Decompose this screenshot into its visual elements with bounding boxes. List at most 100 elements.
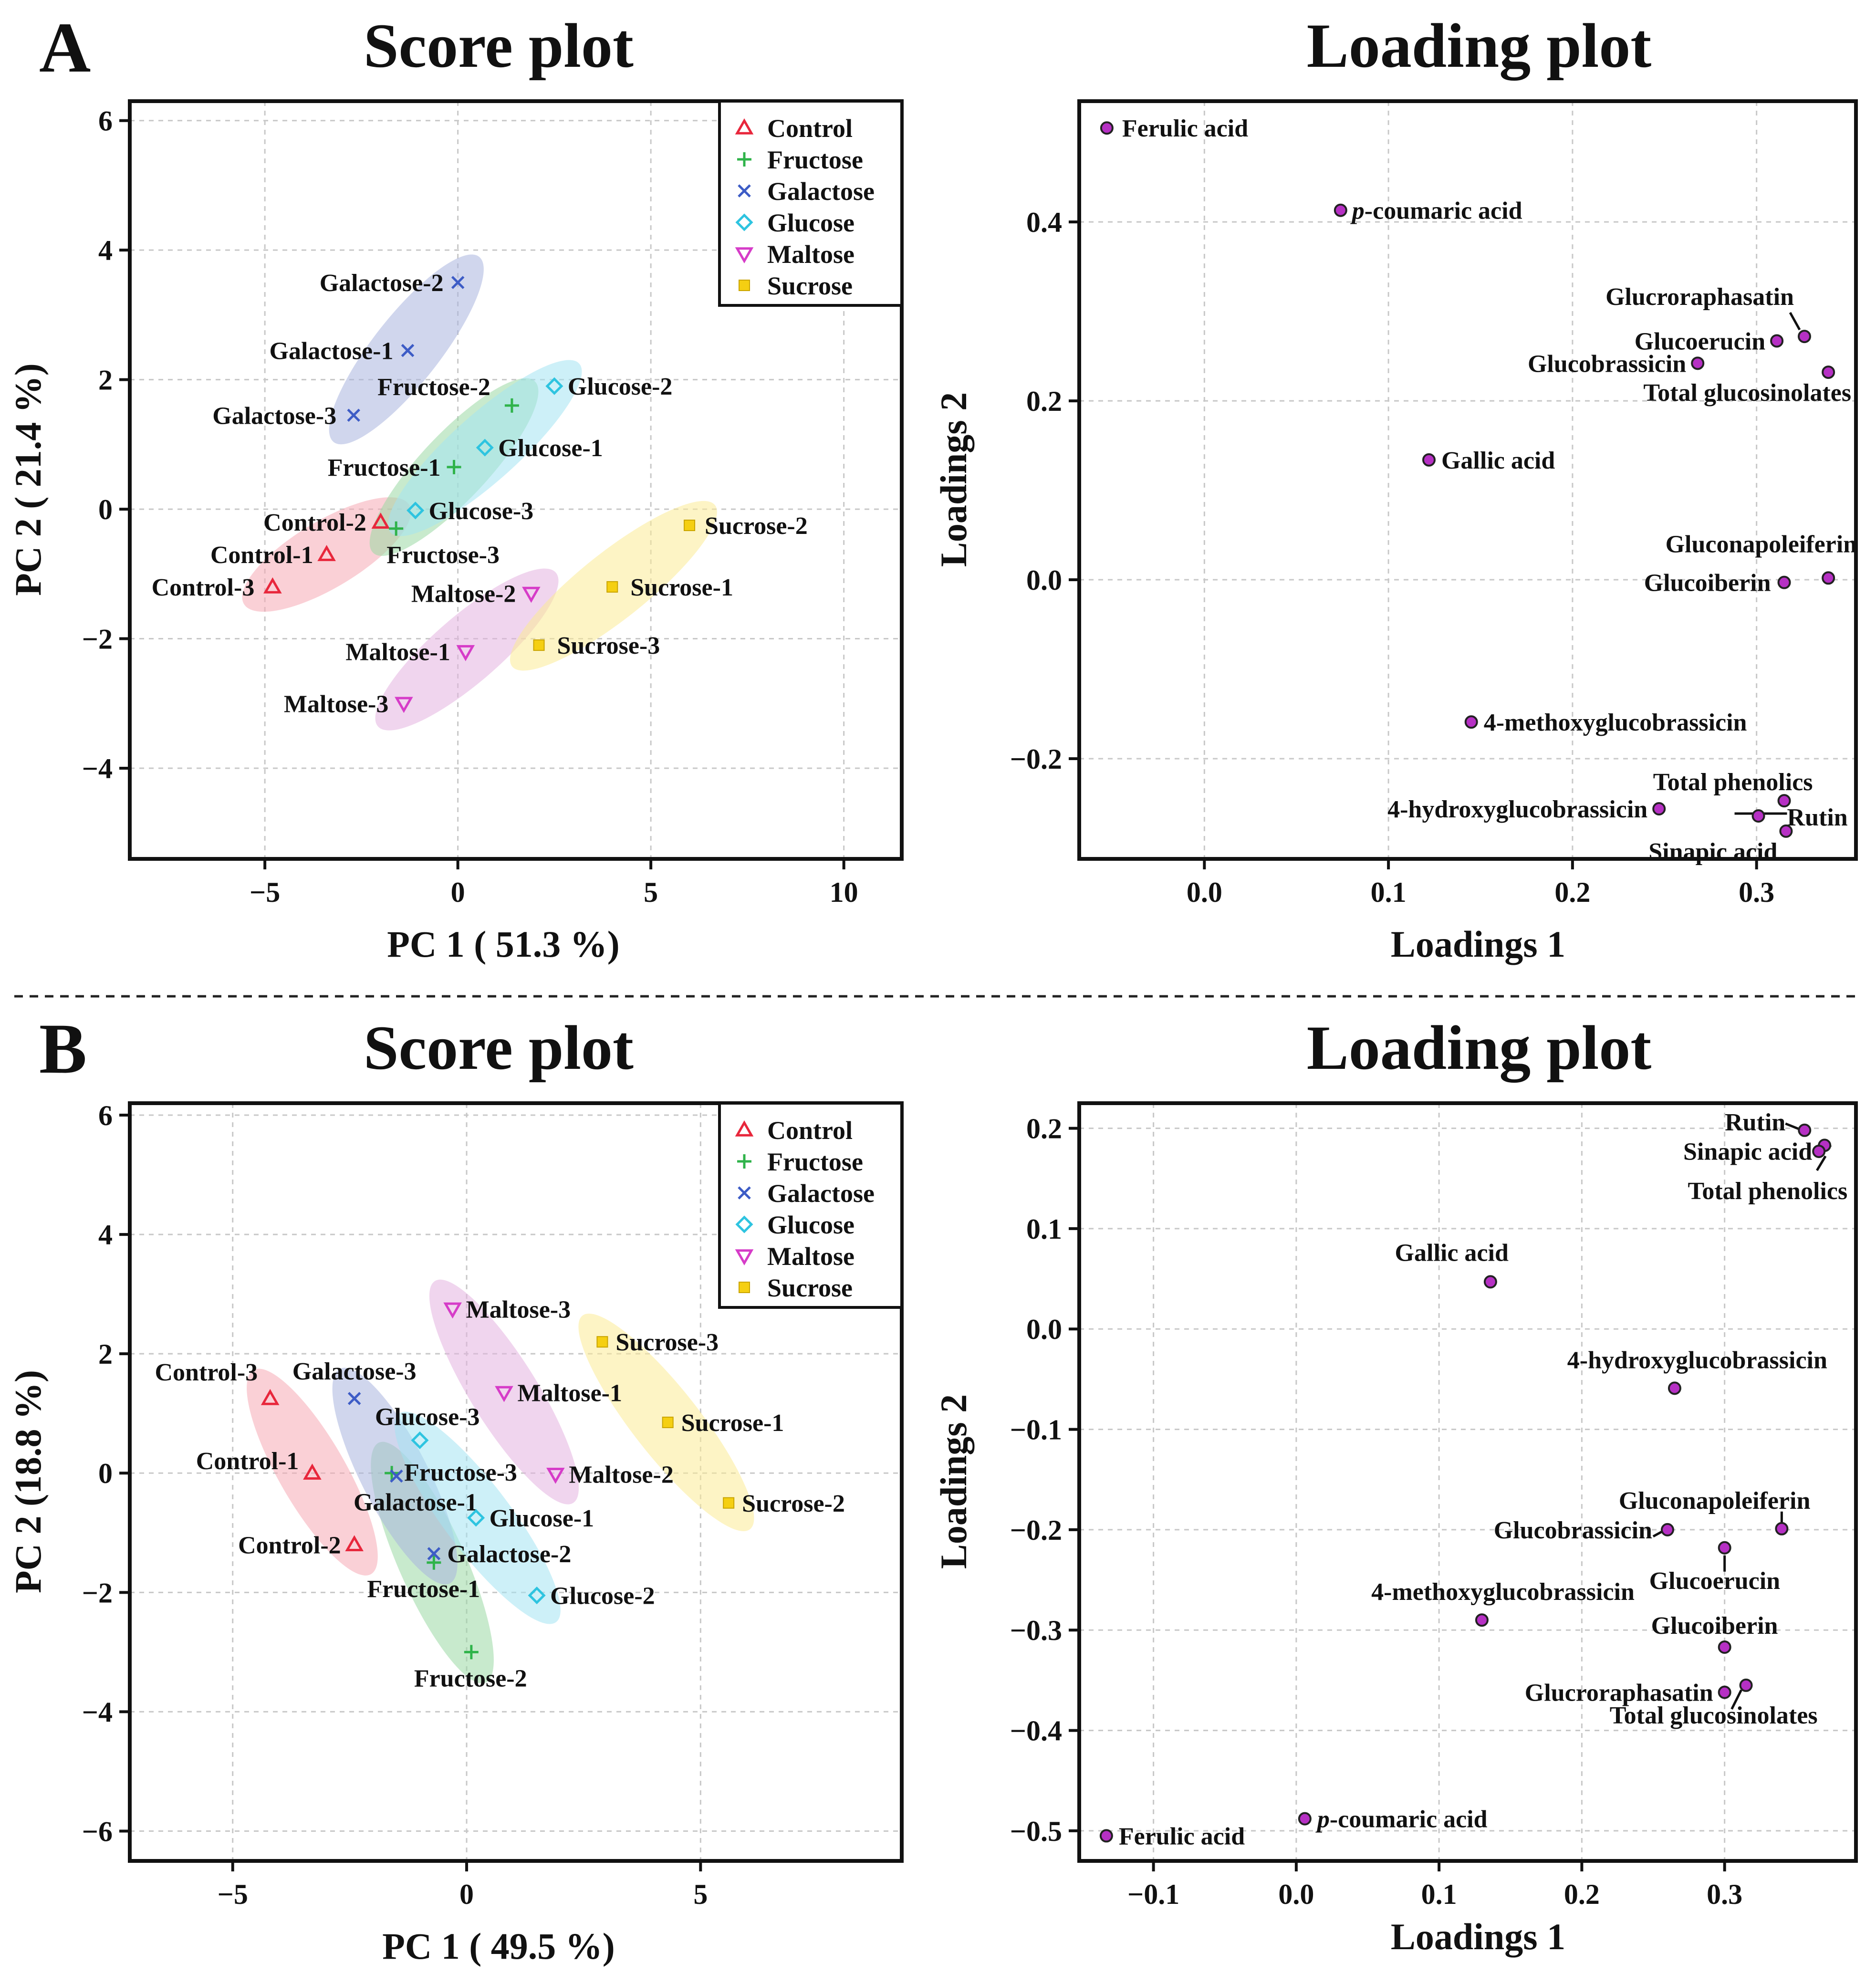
label-maltose-3: Maltose-3 bbox=[284, 690, 388, 718]
legend-label-glucose: Glucose bbox=[767, 209, 855, 237]
ellipse-maltose bbox=[429, 1279, 579, 1504]
point-rutin bbox=[1798, 1123, 1812, 1137]
label-4-methoxyglucobrassicin: 4-methoxyglucobrassicin bbox=[1371, 1578, 1635, 1606]
point-maltose-1 bbox=[495, 1386, 513, 1402]
x-axis-label: PC 1 ( 49.5 %) bbox=[382, 1925, 615, 1967]
point-4-methoxyglucobrassicin bbox=[1464, 715, 1478, 729]
x-tick-label: 0 bbox=[451, 877, 465, 908]
y-tick-label: −0.5 bbox=[1010, 1816, 1062, 1847]
legend-marker-sucrose bbox=[739, 280, 750, 291]
panel-label-b: B bbox=[39, 1009, 87, 1088]
point-maltose-2 bbox=[546, 1467, 565, 1484]
point-glucroraphasatin bbox=[1797, 330, 1811, 344]
legend-label-sucrose: Sucrose bbox=[767, 1274, 853, 1302]
point-glucose-2 bbox=[528, 1587, 546, 1605]
panel-label-a: A bbox=[39, 8, 91, 87]
legend-box bbox=[718, 100, 903, 307]
y-tick-label: 4 bbox=[98, 235, 113, 266]
label-4-methoxyglucobrassicin: 4-methoxyglucobrassicin bbox=[1484, 709, 1747, 736]
label-control-2: Control-2 bbox=[238, 1532, 341, 1559]
point-glucoiberin bbox=[1718, 1640, 1731, 1654]
point-fructose-2 bbox=[504, 398, 519, 413]
legend-label-fructose: Fructose bbox=[767, 1148, 863, 1176]
legend: Control Fructose Galactose Glucose Maltose Su… bbox=[718, 100, 903, 307]
legend-label-galactose: Galactose bbox=[767, 177, 875, 206]
label-fructose-1: Fructose-1 bbox=[328, 454, 441, 481]
x-tick-label: 0.3 bbox=[1707, 1879, 1742, 1910]
point-glucobrassicin bbox=[1691, 356, 1705, 370]
y-tick-label: 0.2 bbox=[1026, 386, 1062, 417]
label-rutin: Rutin bbox=[1725, 1109, 1785, 1136]
y-tick-label: −0.1 bbox=[1010, 1414, 1062, 1446]
y-axis-label: PC 2 ( 21.4 %) bbox=[7, 363, 49, 595]
legend-label-fructose: Fructose bbox=[767, 146, 863, 174]
label-p-coumaric-acid: p-coumaric acid bbox=[1315, 1806, 1488, 1833]
point-maltose-1 bbox=[456, 645, 475, 661]
legend-marker-maltose bbox=[735, 247, 754, 264]
plot-title: Loading plot bbox=[1307, 1013, 1652, 1083]
legend-marker-glucose bbox=[735, 213, 753, 231]
point-glucoiberin bbox=[1777, 575, 1791, 589]
label-glucobrassicin: Glucobrassicin bbox=[1528, 350, 1686, 377]
y-tick-label: −0.4 bbox=[1010, 1715, 1062, 1747]
y-tick-label: 2 bbox=[98, 1338, 113, 1370]
point-maltose-3 bbox=[443, 1302, 462, 1319]
point-sucrose-2 bbox=[723, 1497, 735, 1509]
label-glucose-1: Glucose-1 bbox=[490, 1505, 594, 1532]
leader-line bbox=[1816, 1155, 1827, 1171]
legend-box bbox=[718, 1102, 903, 1309]
label-galactose-2: Galactose-2 bbox=[320, 270, 444, 297]
legend-marker-control bbox=[735, 118, 754, 135]
x-tick-label: −5 bbox=[218, 1879, 248, 1910]
legend-marker-sucrose bbox=[739, 1282, 750, 1293]
label-sucrose-3: Sucrose-3 bbox=[615, 1329, 719, 1356]
point-total-glucosinolates bbox=[1739, 1678, 1753, 1692]
point-fructose-3 bbox=[389, 521, 404, 536]
legend-marker-glucose bbox=[735, 1215, 753, 1233]
label-fructose-2: Fructose-2 bbox=[377, 374, 490, 401]
x-tick-label: 10 bbox=[830, 877, 858, 908]
label-control-2: Control-2 bbox=[263, 509, 366, 536]
point-sucrose-1 bbox=[606, 581, 618, 593]
label-glucose-3: Glucose-3 bbox=[429, 498, 534, 525]
x-tick-label: 5 bbox=[693, 1879, 708, 1910]
label-maltose-2: Maltose-2 bbox=[411, 581, 516, 608]
point-glucroraphasatin bbox=[1718, 1685, 1731, 1699]
point-control-1 bbox=[317, 545, 336, 561]
label-sucrose-2: Sucrose-2 bbox=[742, 1490, 845, 1517]
point-glucose-1 bbox=[476, 439, 494, 457]
label-maltose-2: Maltose-2 bbox=[569, 1462, 673, 1489]
label-gluconapoleiferin: Gluconapoleiferin bbox=[1619, 1487, 1811, 1514]
point-fructose-3 bbox=[385, 1466, 399, 1481]
y-tick-label: 0 bbox=[98, 1458, 113, 1489]
point-4-hydroxyglucobrassicin bbox=[1668, 1381, 1681, 1395]
legend: Control Fructose Galactose Glucose Maltose Su… bbox=[718, 1102, 903, 1309]
label-glucroraphasatin: Glucroraphasatin bbox=[1525, 1680, 1713, 1707]
x-tick-label: −5 bbox=[250, 877, 280, 908]
x-tick-label: 0.1 bbox=[1371, 877, 1407, 908]
point-galactose-2 bbox=[451, 276, 465, 289]
ellipse-glucose bbox=[394, 1411, 561, 1624]
x-tick-label: 5 bbox=[644, 877, 658, 908]
label-maltose-1: Maltose-1 bbox=[345, 639, 450, 666]
leader-line bbox=[1785, 1122, 1801, 1131]
point-total-glucosinolates bbox=[1822, 366, 1835, 379]
point-ferulic-acid bbox=[1100, 121, 1114, 135]
point-maltose-3 bbox=[395, 697, 413, 713]
point-sucrose-3 bbox=[596, 1336, 608, 1348]
point-sucrose-1 bbox=[662, 1416, 674, 1428]
plot-title: Score plot bbox=[364, 10, 634, 81]
label-sucrose-2: Sucrose-2 bbox=[705, 512, 808, 540]
label-galactose-2: Galactose-2 bbox=[447, 1541, 571, 1568]
point-gallic-acid bbox=[1422, 453, 1436, 467]
leader-line bbox=[1730, 1689, 1742, 1710]
x-tick-label: 0 bbox=[459, 1879, 474, 1910]
label-rutin: Rutin bbox=[1787, 804, 1848, 831]
label-gallic-acid: Gallic acid bbox=[1441, 447, 1555, 474]
label-control-1: Control-1 bbox=[196, 1448, 299, 1475]
y-tick-label: 6 bbox=[98, 1100, 113, 1131]
point-total-phenolics bbox=[1812, 1144, 1826, 1158]
point-galactose-2 bbox=[427, 1547, 441, 1560]
point-control-1 bbox=[303, 1463, 322, 1480]
